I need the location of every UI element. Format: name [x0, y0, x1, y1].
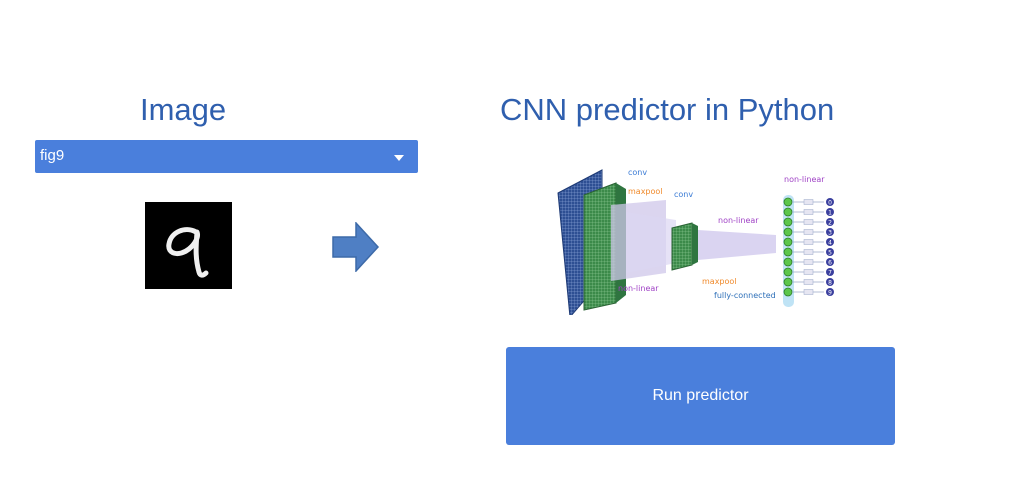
output-node	[826, 198, 834, 206]
activation-icon	[803, 279, 814, 285]
maxpool1-label: maxpool	[628, 187, 663, 196]
digit-image	[145, 202, 232, 289]
image-select-value: fig9	[40, 147, 65, 164]
fc-node	[783, 277, 793, 287]
activation-icon	[803, 209, 814, 215]
output-node	[826, 258, 834, 266]
conv2-label: conv	[674, 190, 693, 199]
chevron-down-icon[interactable]	[394, 155, 404, 161]
nonlinear-bottom-label: non-linear	[618, 284, 659, 293]
activation-icon	[803, 269, 814, 275]
fc-node	[783, 227, 793, 237]
activation-icon	[803, 249, 814, 255]
output-label: 9	[828, 290, 832, 297]
output-node	[826, 278, 834, 286]
output-label: 5	[828, 250, 832, 257]
handwritten-digit-icon	[145, 202, 232, 289]
fc-node	[783, 257, 793, 267]
image-select[interactable]: fig9	[35, 140, 418, 173]
output-node	[826, 288, 834, 296]
output-label: 2	[828, 220, 832, 227]
output-node	[826, 208, 834, 216]
output-node	[826, 228, 834, 236]
cnn-predictor-title: CNN predictor in Python	[500, 92, 835, 127]
fc-node	[783, 287, 793, 297]
output-node	[826, 238, 834, 246]
output-label: 4	[828, 240, 832, 247]
activation-icon	[803, 259, 814, 265]
fully-connected-label: fully-connected	[714, 291, 776, 300]
image-title: Image	[140, 92, 227, 127]
run-predictor-button[interactable]: Run predictor	[506, 347, 895, 445]
right-arrow-icon	[332, 222, 380, 272]
nonlinear-mid-label: non-linear	[718, 216, 759, 225]
activation-icon	[803, 239, 814, 245]
nonlinear-top-label: non-linear	[784, 175, 825, 184]
output-node	[826, 218, 834, 226]
activation-icon	[803, 229, 814, 235]
fc-node	[783, 197, 793, 207]
conv1-label: conv	[628, 168, 647, 177]
fc-node	[783, 247, 793, 257]
output-node	[826, 248, 834, 256]
fc-node	[783, 207, 793, 217]
output-label: 6	[828, 260, 832, 267]
maxpool2-label: maxpool	[702, 277, 737, 286]
output-label: 0	[828, 200, 832, 207]
output-label: 8	[828, 280, 832, 287]
fc-node	[783, 267, 793, 277]
fc-node	[783, 237, 793, 247]
activation-icon	[803, 199, 814, 205]
output-node	[826, 268, 834, 276]
fc-node	[783, 217, 793, 227]
activation-icon	[803, 289, 814, 295]
output-label: 3	[828, 230, 832, 237]
output-label: 1	[828, 210, 832, 217]
output-label: 7	[828, 270, 832, 277]
activation-icon	[803, 219, 814, 225]
